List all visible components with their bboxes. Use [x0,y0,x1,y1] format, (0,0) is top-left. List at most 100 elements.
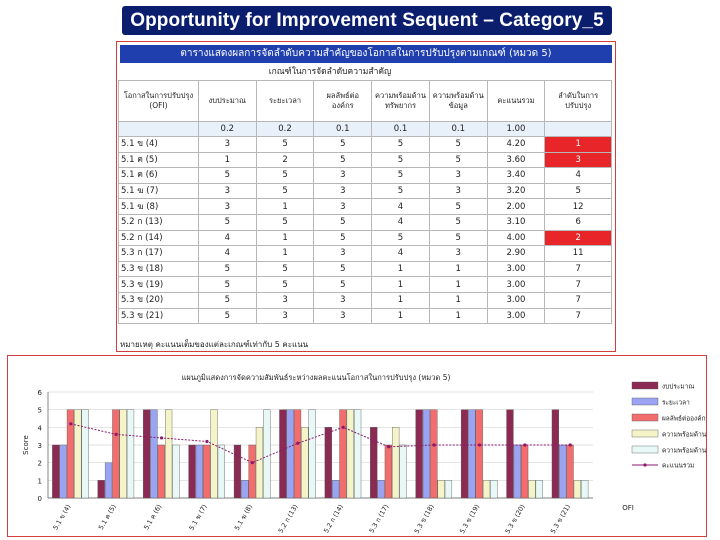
rank-cell: 7 [544,276,612,293]
total-point [432,443,436,447]
bar [384,444,392,499]
weight-cell: 0.2 [255,121,315,137]
score-cell: 3 [255,291,315,309]
bar [59,444,67,499]
header-total: คะแนนรวม [486,80,546,122]
x-tick-label: 5.3 ข (19) [458,503,481,535]
rank-cell: 3 [544,151,612,169]
total-point [69,422,73,426]
score-cell: 3 [313,167,373,184]
ofi-cell: 5.1 ข (4) [118,136,199,153]
score-chart: แผนภูมิแสดงการจัดความสัมพันธ์ระหว่างผลคะ… [22,373,720,535]
bar [353,409,362,499]
bar [399,444,407,499]
score-cell: 5 [371,182,430,200]
table-caption: ตารางแสดงผลการจัดลำดับความสำคัญของโอกาสใ… [120,45,612,63]
rank-cell: 5 [544,182,612,200]
bar [143,409,151,499]
table-row: 5.1 ฆ (7) 3 5 3 5 3 3.20 5 [118,182,612,200]
table-row: 5.1 ข (4) 3 5 5 5 5 4.20 1 [118,136,612,153]
y-tick-label: 2 [38,460,42,468]
legend-label: ความพร้อมด้านข้อมูล [662,447,706,455]
score-cell: 3 [428,182,488,200]
rank-cell: 1 [544,136,612,153]
table-row: 5.3 ข (18) 5 5 5 1 1 3.00 7 [118,260,612,278]
ofi-cell: 5.1 ฆ (8) [118,198,199,215]
bar [528,480,536,499]
score-cell: 5 [255,136,315,153]
header-rank: ลำดับในการปรับปรุง [544,80,612,122]
bar [217,444,225,499]
table-subcaption: เกณฑ์ในการจัดลำดับความสำคัญ [268,67,392,77]
score-cell: 3 [313,245,373,262]
bar [286,409,294,499]
score-cell: 1 [428,307,488,325]
weight-cell: 0.1 [313,121,373,137]
total-point [568,443,572,447]
score-cell: 3 [313,291,373,309]
legend-swatch [631,413,659,422]
x-tick-label: 5.3 ข (20) [504,503,527,535]
bar [81,409,89,499]
score-cell: 3 [313,307,373,325]
legend-swatch [631,381,659,390]
score-cell: 5 [313,276,373,293]
score-cell: 1 [428,260,488,278]
ofi-cell: 5.3 ข (18) [118,260,199,278]
weight-cell: 0.1 [371,121,430,137]
x-tick-label: 5.1 ค (6) [142,503,163,531]
bar [482,480,491,499]
bar [301,427,309,499]
total-point [523,443,527,447]
bar [535,480,543,499]
bar [468,409,476,499]
score-cell: 5 [197,307,257,325]
legend-label: คะแนนรวม [662,462,694,470]
x-tick-label: 5.1 ฆ (7) [188,503,209,532]
legend-label: ความพร้อมด้านทรัพยากร [662,431,706,439]
total-cell: 3.00 [486,307,546,325]
score-cell: 4 [371,198,430,215]
score-cell: 5 [428,198,488,215]
bar [521,444,529,499]
score-cell: 1 [371,260,430,278]
total-point [387,445,391,449]
total-point [296,441,300,445]
weight-cell [544,121,612,137]
bar [203,444,211,499]
x-tick-label: 5.3 ก (17) [368,503,391,534]
rank-cell: 7 [544,307,612,325]
x-tick-label: 5.2 ก (14) [322,503,345,534]
header-duration: ระยะเวลา [255,80,315,122]
header-outcome: ผลลัพธ์ต่อองค์กร [313,80,373,122]
y-axis-label: Score [22,435,30,455]
table-row: 5.1 ค (5) 1 2 5 5 5 3.60 3 [118,151,612,169]
bar [233,444,242,499]
bar [475,409,483,499]
total-point [341,425,345,429]
ofi-cell: 5.3 ข (20) [118,291,199,309]
bar [444,480,453,499]
bar [150,409,158,499]
score-cell: 3 [313,198,373,215]
weights-row: 0.2 0.2 0.1 0.1 0.1 1.00 [118,121,612,137]
slide-title: Opportunity for Improvement Sequent – Ca… [122,6,612,35]
table-row: 5.1 ฆ (8) 3 1 3 4 5 2.00 12 [118,198,612,215]
score-cell: 5 [313,151,373,169]
score-cell: 5 [197,276,257,293]
score-cell: 3 [197,136,257,153]
x-tick-label: 5.1 ค (5) [97,503,118,531]
bar [195,444,203,499]
bar [559,444,567,499]
bar [241,480,249,499]
bar [415,409,423,499]
bar [460,409,469,499]
ofi-cell: 5.3 ข (21) [118,307,199,325]
ofi-cell: 5.3 ข (19) [118,276,199,293]
score-cell: 5 [371,229,430,247]
legend-swatch [631,445,659,454]
bar [392,427,400,499]
bar [188,444,196,499]
table-row: 5.3 ก (17) 4 1 3 4 3 2.90 11 [118,245,612,262]
score-cell: 3 [197,182,257,200]
